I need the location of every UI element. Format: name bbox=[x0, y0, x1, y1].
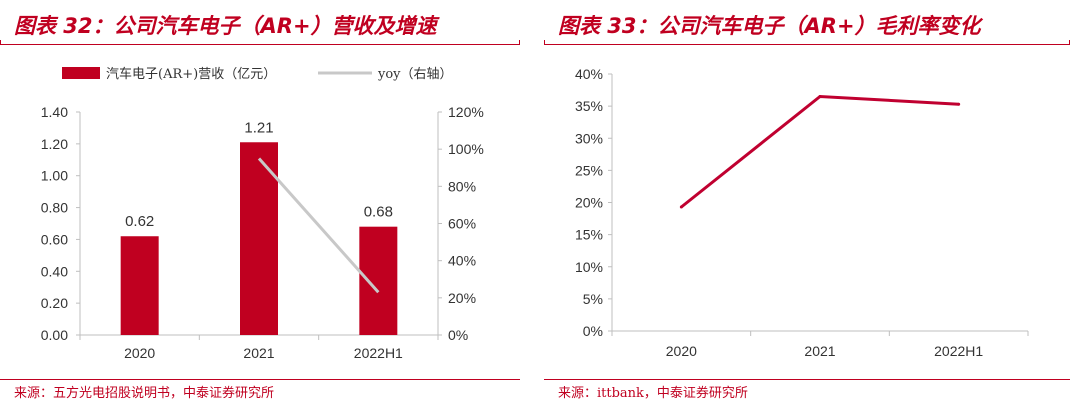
x-tick-label: 2022H1 bbox=[354, 345, 403, 361]
title-rule bbox=[0, 44, 520, 45]
title-rule-tick bbox=[1069, 40, 1070, 45]
legend-swatch-revenue bbox=[62, 67, 100, 79]
y-tick-label: 0.00 bbox=[41, 327, 68, 343]
bar-data-label: 0.62 bbox=[125, 213, 154, 230]
x-tick-label: 2020 bbox=[666, 343, 697, 359]
y-tick-label: 0.80 bbox=[41, 200, 68, 216]
y2-tick-label: 40% bbox=[448, 253, 476, 269]
y2-tick-label: 20% bbox=[448, 290, 476, 306]
x-tick-label: 2020 bbox=[124, 345, 155, 361]
margin-line bbox=[680, 94, 959, 209]
source-rule bbox=[0, 379, 520, 380]
source-rule bbox=[544, 379, 1070, 380]
chart-title: 图表 32：公司汽车电子（AR+）营收及增速 bbox=[14, 14, 437, 38]
y-tick-label: 10% bbox=[575, 259, 603, 275]
bar bbox=[359, 226, 398, 335]
x-tick-label: 2022H1 bbox=[934, 343, 983, 359]
y-tick-label: 0% bbox=[583, 323, 603, 339]
y-tick-label: 0.40 bbox=[41, 263, 68, 279]
legend-label-yoy: yoy（右轴） bbox=[377, 67, 453, 82]
y2-tick-label: 80% bbox=[448, 178, 476, 194]
title-rule-tick bbox=[519, 40, 520, 45]
title-rule bbox=[544, 44, 1070, 45]
margin-chart-svg: 0% 5% 10% 15% 20% 25% 30% 35% 40% 2020 2021 2022H1 bbox=[575, 66, 1029, 359]
chart-source: 来源：五方光电招股说明书，中泰证券研究所 bbox=[14, 386, 275, 401]
revenue-chart-panel: 图表 32：公司汽车电子（AR+）营收及增速 0.00 0.20 0.40 0.60 0… bbox=[0, 0, 526, 405]
y-tick-label: 1.40 bbox=[41, 104, 68, 120]
legend-label-revenue: 汽车电子(AR+)营收（亿元） bbox=[106, 66, 276, 82]
bar-data-label: 0.68 bbox=[364, 204, 393, 221]
bar bbox=[120, 236, 159, 335]
y-tick-label: 5% bbox=[583, 291, 603, 307]
y-tick-label: 30% bbox=[575, 130, 603, 146]
y2-tick-label: 60% bbox=[448, 216, 476, 232]
yoy-line bbox=[257, 157, 380, 294]
margin-point bbox=[818, 94, 822, 98]
margin-point bbox=[679, 205, 683, 209]
y-tick-label: 0.60 bbox=[41, 231, 68, 247]
margin-chart-panel: 图表 33：公司汽车电子（AR+）毛利率变化 0% 5% 10% 15% 20% 25% 3… bbox=[544, 0, 1080, 405]
y-tick-label: 20% bbox=[575, 195, 603, 211]
y2-tick-label: 120% bbox=[448, 104, 484, 120]
y-tick-label: 0.20 bbox=[41, 295, 68, 311]
revenue-chart-svg: 0.00 0.20 0.40 0.60 0.80 1.00 1.20 1.40 0% 20% 40%… bbox=[41, 66, 484, 361]
title-rule-tick bbox=[0, 40, 1, 45]
title-rule-tick bbox=[544, 40, 545, 45]
y-tick-label: 35% bbox=[575, 98, 603, 114]
margin-point bbox=[957, 102, 961, 106]
y-tick-label: 1.20 bbox=[41, 136, 68, 152]
y-tick-label: 15% bbox=[575, 227, 603, 243]
y-tick-label: 25% bbox=[575, 162, 603, 178]
x-tick-label: 2021 bbox=[804, 343, 835, 359]
chart-title: 图表 33：公司汽车电子（AR+）毛利率变化 bbox=[558, 14, 981, 38]
y-tick-label: 40% bbox=[575, 66, 603, 82]
x-tick-label: 2021 bbox=[243, 345, 274, 361]
y2-tick-label: 100% bbox=[448, 141, 484, 157]
y2-tick-label: 0% bbox=[448, 327, 468, 343]
bar-data-label: 1.21 bbox=[244, 119, 273, 136]
chart-source: 来源：ittbank，中泰证券研究所 bbox=[558, 386, 748, 401]
y-tick-label: 1.00 bbox=[41, 168, 68, 184]
